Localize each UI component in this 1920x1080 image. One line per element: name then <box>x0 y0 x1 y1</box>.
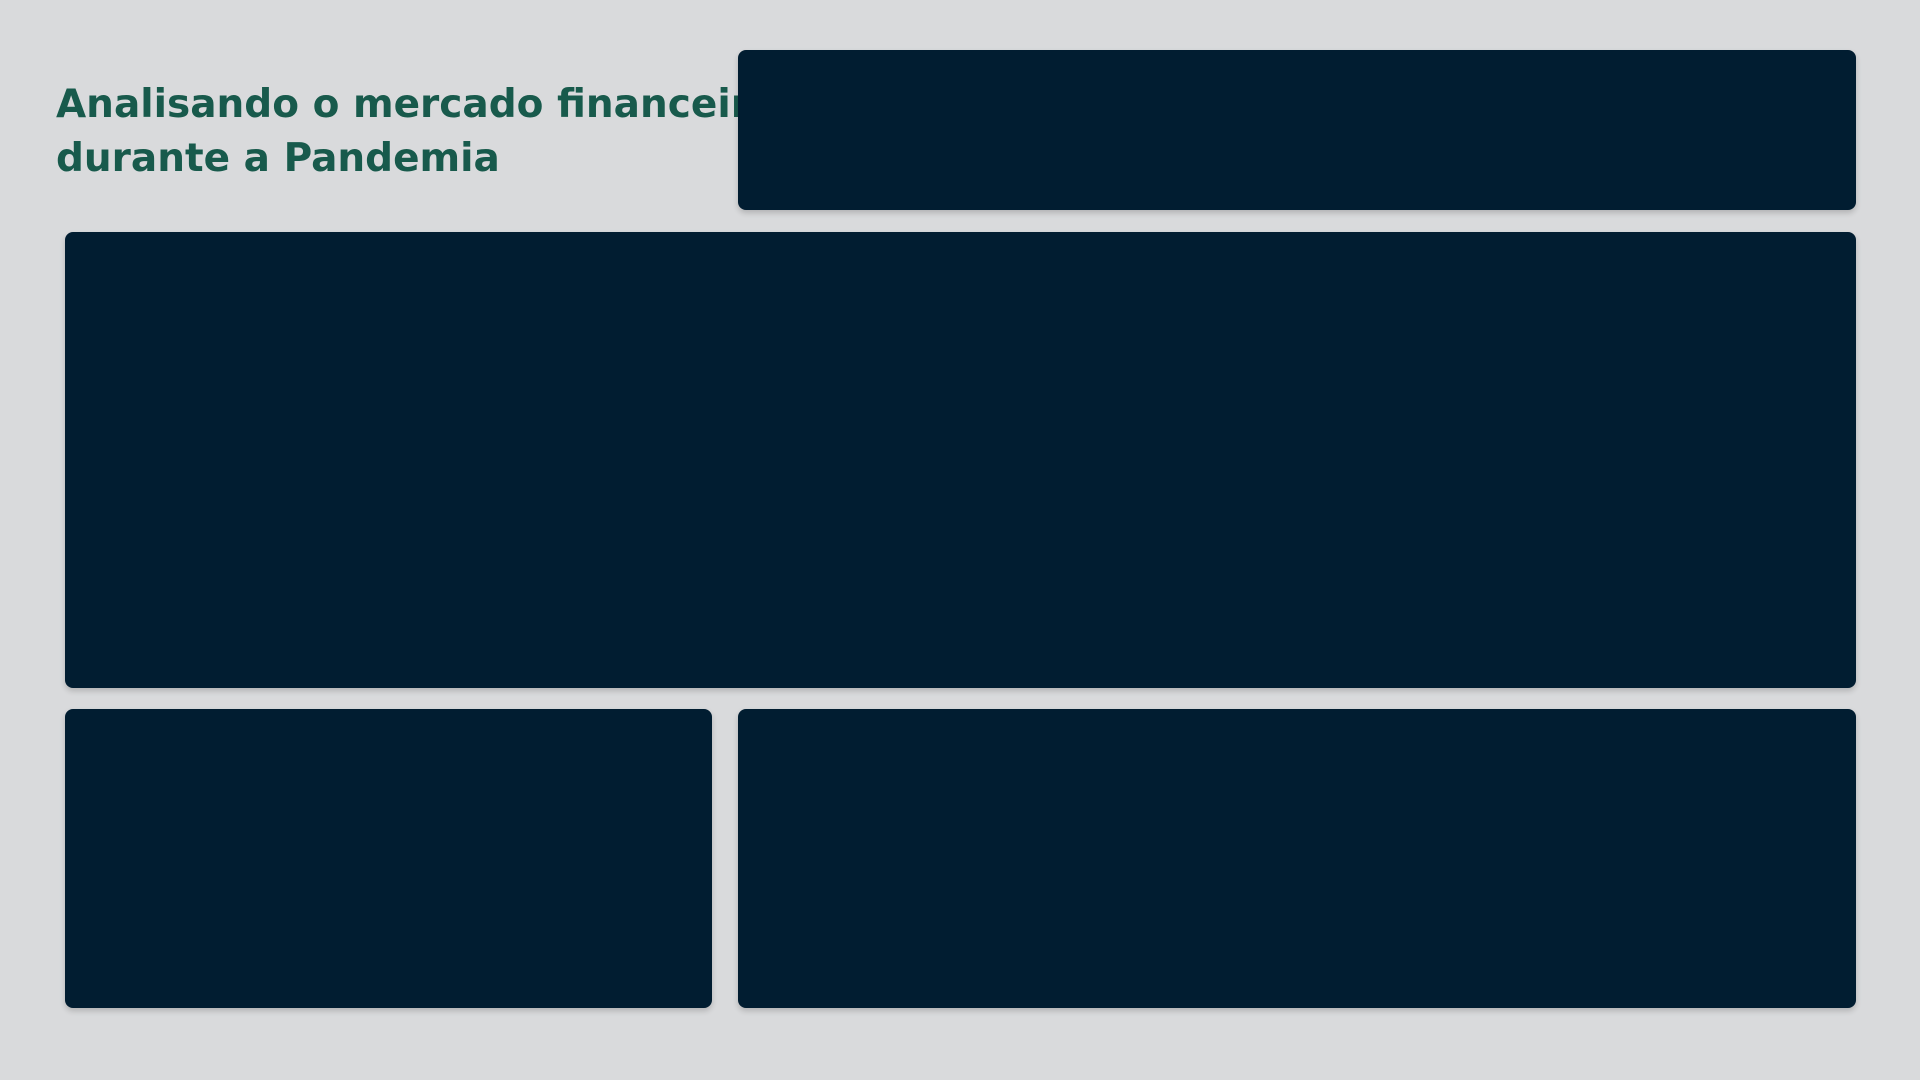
bottom-left-visual-panel[interactable] <box>65 709 712 1008</box>
main-visual-panel[interactable] <box>65 232 1856 688</box>
bottom-right-visual-panel[interactable] <box>738 709 1856 1008</box>
page-title-line-2: durante a Pandemia <box>56 136 500 181</box>
page-title-line-1: Analisando o mercado financeiro <box>56 82 777 127</box>
top-visual-panel[interactable] <box>738 50 1856 210</box>
page-title: Analisando o mercado financeiro durante … <box>56 78 777 186</box>
